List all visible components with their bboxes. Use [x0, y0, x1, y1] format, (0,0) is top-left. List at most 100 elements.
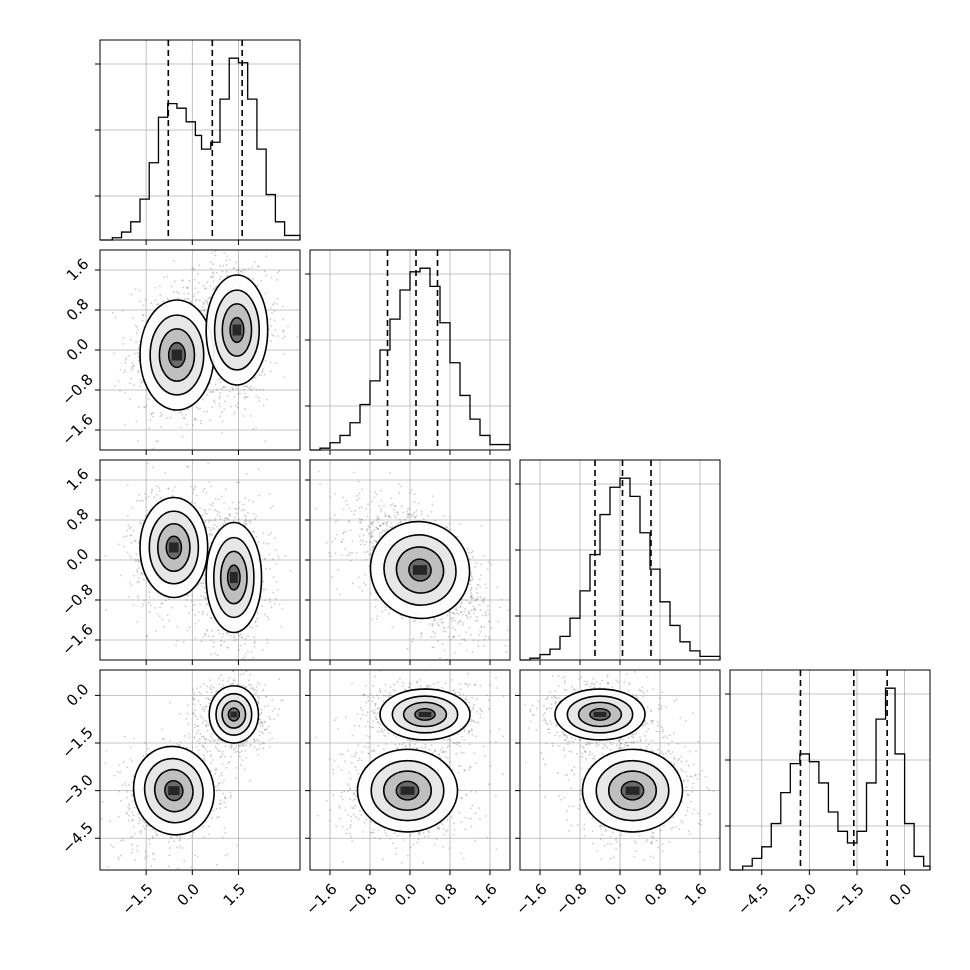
sample-point	[199, 407, 202, 410]
sample-point	[398, 518, 401, 521]
sample-point	[268, 618, 271, 621]
sample-point	[127, 524, 130, 527]
sample-point	[210, 519, 213, 522]
sample-point	[452, 635, 455, 638]
sample-point	[488, 561, 490, 564]
sample-point	[269, 600, 272, 603]
sample-point	[232, 387, 234, 390]
sample-point	[358, 535, 361, 537]
sample-point	[109, 820, 111, 822]
sample-point	[265, 255, 268, 258]
sample-point	[212, 391, 214, 393]
sample-point	[329, 517, 332, 520]
sample-point	[376, 615, 379, 618]
sample-point	[244, 497, 247, 500]
sample-point	[240, 633, 242, 635]
sample-point	[204, 597, 207, 600]
x-tick-label: 0.0	[886, 880, 916, 910]
sample-point	[134, 324, 137, 327]
sample-point	[406, 647, 409, 650]
sample-point	[480, 625, 483, 628]
sample-point	[130, 377, 132, 380]
sample-point	[370, 536, 373, 539]
sample-point	[488, 613, 491, 616]
sample-point	[155, 485, 158, 488]
sample-point	[278, 603, 281, 606]
sample-point	[143, 406, 145, 409]
sample-point	[446, 614, 449, 617]
sample-point	[178, 838, 181, 840]
sample-point	[219, 392, 222, 395]
sample-point	[137, 346, 140, 349]
sample-point	[252, 531, 255, 533]
sample-point	[445, 526, 447, 529]
sample-point	[431, 495, 434, 498]
sample-point	[164, 472, 167, 474]
sample-point	[272, 576, 275, 578]
sample-point	[229, 796, 232, 799]
sample-point	[201, 612, 204, 615]
sample-point	[152, 412, 154, 414]
sample-point	[496, 586, 499, 589]
sample-point	[230, 794, 233, 797]
sample-point	[147, 454, 149, 456]
sample-point	[136, 571, 139, 573]
sample-point	[129, 581, 131, 584]
sample-point	[413, 493, 416, 495]
sample-point	[470, 592, 473, 594]
sample-point	[366, 529, 368, 532]
sample-point	[220, 387, 223, 390]
sample-point	[131, 835, 134, 838]
sample-point	[130, 556, 133, 559]
sample-point	[156, 833, 159, 836]
sample-point	[471, 597, 473, 600]
sample-point	[128, 555, 131, 557]
sample-point	[245, 522, 247, 525]
sample-point	[478, 603, 481, 606]
sample-point	[221, 836, 224, 839]
sample-point	[238, 501, 241, 504]
sample-point	[216, 654, 219, 657]
sample-point	[123, 545, 126, 548]
sample-point	[366, 515, 369, 518]
sample-point	[124, 781, 127, 784]
sample-point	[137, 355, 140, 358]
sample-point	[204, 512, 207, 515]
sample-point	[383, 530, 386, 532]
sample-point	[187, 465, 190, 468]
sample-point	[347, 519, 350, 522]
sample-point	[122, 336, 125, 339]
sample-point	[258, 397, 260, 399]
sample-point	[253, 642, 256, 645]
sample-point	[284, 554, 287, 557]
sample-point	[460, 611, 463, 614]
sample-point	[138, 300, 141, 303]
sample-point	[487, 636, 490, 638]
sample-point	[187, 298, 190, 301]
sample-point	[373, 544, 375, 547]
panel-frame	[729, 669, 931, 871]
sample-point	[484, 635, 487, 638]
sample-point	[325, 541, 328, 544]
sample-point	[454, 619, 457, 622]
sample-point	[479, 609, 482, 611]
sample-point	[203, 719, 206, 722]
sample-point	[186, 465, 188, 468]
sample-point	[451, 627, 454, 629]
sample-point	[276, 278, 279, 281]
sample-point	[105, 749, 108, 752]
sample-point	[180, 411, 183, 414]
sample-point	[345, 530, 348, 533]
sample-point	[135, 553, 138, 556]
sample-point	[211, 406, 213, 409]
sample-point	[203, 595, 205, 598]
sample-point	[328, 551, 331, 554]
sample-point	[227, 518, 230, 520]
sample-point	[254, 673, 256, 675]
sample-point	[193, 604, 196, 606]
sample-point	[262, 404, 265, 407]
sample-point	[144, 857, 146, 860]
sample-point	[506, 629, 509, 632]
sample-point	[451, 616, 454, 619]
sample-point	[226, 853, 229, 856]
